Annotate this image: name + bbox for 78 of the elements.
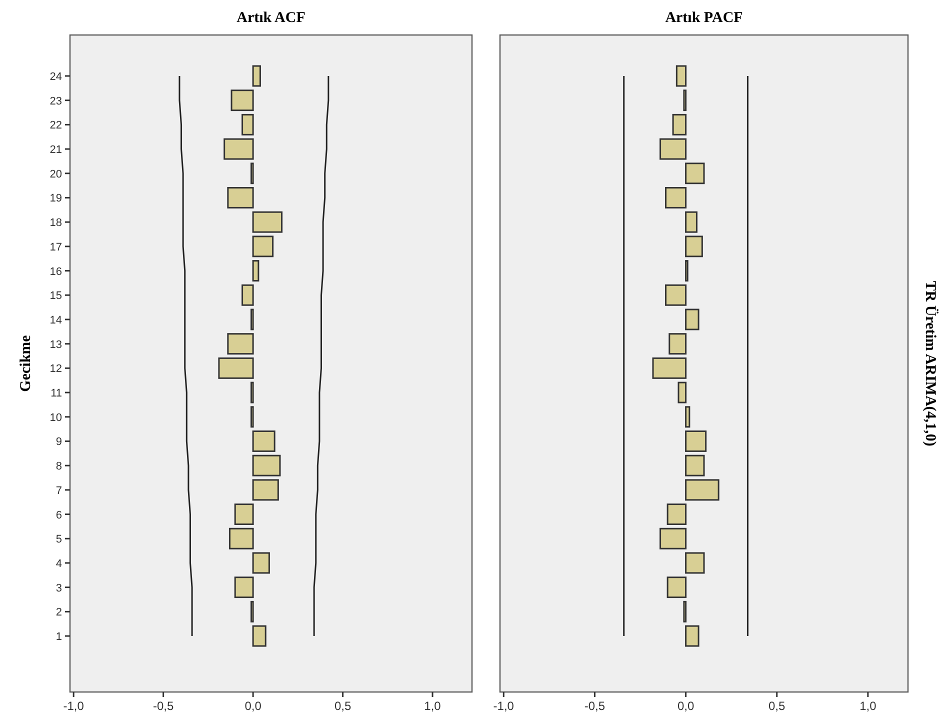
y-tick-label: 14 (50, 314, 62, 326)
y-tick-label: 22 (50, 120, 62, 132)
bar (685, 625, 700, 647)
x-tick-label: 0,0 (244, 699, 262, 713)
bar (252, 552, 270, 574)
y-tick-label: 21 (50, 144, 62, 156)
bar (230, 90, 254, 112)
bar (227, 186, 254, 208)
y-tick-label: 8 (56, 460, 62, 473)
bar (242, 284, 254, 306)
chart-title: Artık PACF (665, 10, 743, 26)
y-tick-label: 10 (50, 412, 62, 424)
y-tick-label: 2 (56, 606, 62, 619)
bar (652, 357, 687, 379)
x-tick-label: 0,5 (768, 699, 786, 713)
y-tick-label: 4 (56, 558, 62, 570)
y-tick-label: 7 (56, 484, 62, 497)
bar (676, 65, 687, 87)
y-tick-label: 18 (50, 217, 62, 230)
y-tick-label: 11 (50, 388, 62, 400)
bar (234, 576, 254, 598)
x-tick-label: 1,0 (424, 699, 442, 713)
bar (660, 138, 687, 160)
bar (685, 406, 690, 428)
bar (685, 454, 705, 476)
y-tick-label: 15 (50, 290, 62, 302)
bar (660, 528, 687, 550)
bar (228, 528, 254, 550)
x-tick-label: -1,0 (63, 699, 84, 713)
bar (678, 382, 687, 404)
bar (218, 357, 254, 379)
bar (227, 333, 254, 355)
bar (252, 65, 261, 87)
y-tick-label: 17 (50, 241, 62, 254)
x-tick-label: -1,0 (493, 699, 514, 713)
bar (672, 114, 687, 136)
bar (666, 576, 687, 598)
y-tick-label: 16 (50, 266, 62, 278)
y-tick-label: 6 (56, 509, 62, 522)
bar (685, 162, 705, 184)
bar (665, 186, 687, 208)
bar (242, 114, 254, 136)
y-tick-label: 19 (50, 192, 62, 205)
bar (685, 479, 720, 501)
bar (252, 211, 283, 233)
x-tick-label: 0,5 (334, 699, 352, 713)
bar (685, 308, 700, 330)
bar (666, 504, 687, 526)
bar (668, 333, 687, 355)
bar (685, 430, 707, 452)
bar (685, 236, 703, 258)
bar (252, 454, 281, 476)
x-tick-label: 1,0 (860, 699, 877, 713)
bar (252, 430, 276, 452)
y2-axis-title: TR Üretim ARIMA(4,1,0) (922, 280, 939, 446)
x-tick-label: 0,0 (677, 699, 694, 713)
bar (252, 625, 266, 647)
y-tick-label: 1 (56, 631, 62, 644)
bar (252, 260, 260, 282)
bar (224, 138, 254, 160)
y-tick-label: 12 (50, 363, 62, 376)
y-tick-label: 5 (56, 534, 62, 546)
y-tick-label: 24 (50, 70, 62, 83)
y-tick-label: 20 (50, 168, 62, 180)
bar (665, 284, 687, 306)
y-axis-title: Gecikme (18, 334, 34, 392)
chart-title: Artık ACF (236, 10, 306, 26)
bar (685, 552, 705, 574)
x-tick-label: -0,5 (584, 699, 606, 713)
x-tick-label: -0,5 (152, 699, 174, 713)
bar (252, 236, 274, 258)
y-tick-label: 3 (56, 582, 62, 594)
bar (252, 479, 279, 501)
y-tick-label: 23 (50, 95, 62, 108)
y-tick-label: 13 (50, 338, 62, 351)
bar (234, 504, 254, 526)
y-tick-label: 9 (56, 436, 62, 448)
bar (685, 211, 698, 233)
